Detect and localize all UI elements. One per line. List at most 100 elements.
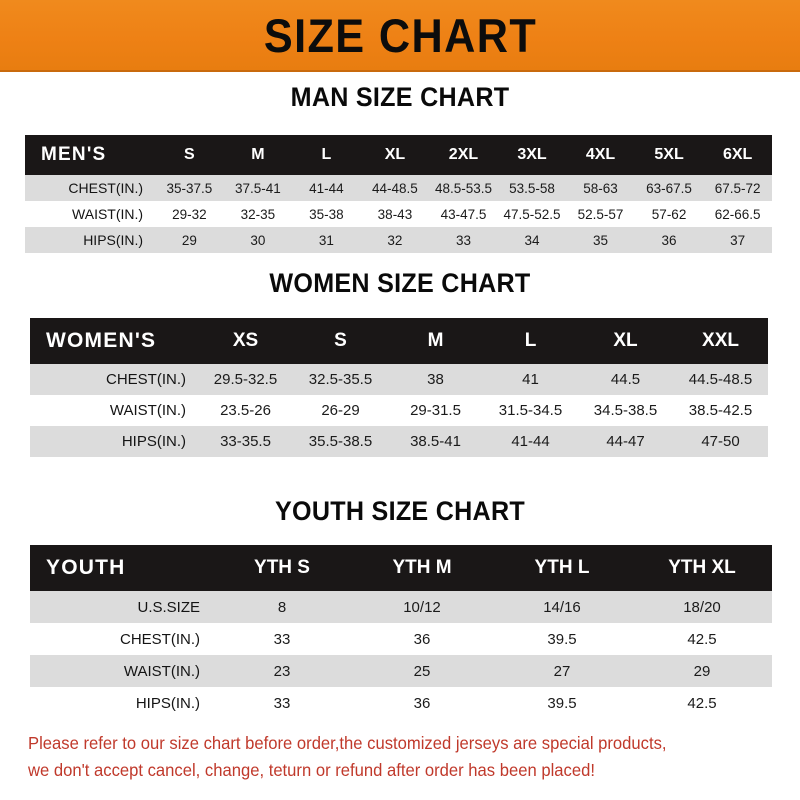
man-col-header-3xl: 3XL xyxy=(497,135,567,175)
cell: 38.5-42.5 xyxy=(673,395,768,426)
cell: 57-62 xyxy=(634,201,704,227)
cell: 35.5-38.5 xyxy=(293,426,388,457)
cell: 47-50 xyxy=(673,426,768,457)
table-row: WAIST(IN.) 29-32 32-35 35-38 38-43 43-47… xyxy=(25,201,772,227)
cell: 41 xyxy=(483,364,578,395)
youth-col-header-l: YTH L xyxy=(492,545,632,591)
cell: 14/16 xyxy=(492,591,632,623)
cell: 42.5 xyxy=(632,623,772,655)
youth-row-label-header: YOUTH xyxy=(30,545,212,591)
banner-title: SIZE CHART xyxy=(263,8,537,62)
youth-size-table-wrap: YOUTH YTH S YTH M YTH L YTH XL U.S.SIZE … xyxy=(30,545,772,719)
cell: 39.5 xyxy=(492,623,632,655)
cell: 43-47.5 xyxy=(429,201,498,227)
man-col-header-l: L xyxy=(292,135,361,175)
man-section-title: MAN SIZE CHART xyxy=(290,82,510,112)
man-col-header-m: M xyxy=(223,135,293,175)
cell: 33 xyxy=(212,623,352,655)
women-row-label-chest: CHEST(IN.) xyxy=(30,364,198,395)
women-col-header-xl: XL xyxy=(578,318,673,364)
man-col-header-4xl: 4XL xyxy=(566,135,635,175)
cell: 44.5-48.5 xyxy=(673,364,768,395)
cell: 33-35.5 xyxy=(198,426,293,457)
cell: 39.5 xyxy=(492,687,632,719)
cell: 35 xyxy=(566,227,635,253)
cell: 44-48.5 xyxy=(360,175,430,201)
cell: 29-31.5 xyxy=(388,395,483,426)
women-col-header-l: L xyxy=(483,318,578,364)
cell: 23.5-26 xyxy=(198,395,293,426)
youth-col-header-xl: YTH XL xyxy=(632,545,772,591)
cell: 63-67.5 xyxy=(634,175,704,201)
man-col-header-s: S xyxy=(155,135,224,175)
youth-table-body: U.S.SIZE 8 10/12 14/16 18/20 CHEST(IN.) … xyxy=(30,591,772,719)
youth-col-header-s: YTH S xyxy=(212,545,352,591)
cell: 31 xyxy=(292,227,361,253)
cell: 44-47 xyxy=(578,426,673,457)
cell: 38 xyxy=(388,364,483,395)
women-size-table: WOMEN'S XS S M L XL XXL CHEST(IN.) 29.5-… xyxy=(30,318,768,457)
women-table-head: WOMEN'S XS S M L XL XXL xyxy=(30,318,768,364)
women-size-table-wrap: WOMEN'S XS S M L XL XXL CHEST(IN.) 29.5-… xyxy=(30,318,768,457)
women-header-row: WOMEN'S XS S M L XL XXL xyxy=(30,318,768,364)
women-row-label-hips: HIPS(IN.) xyxy=(30,426,198,457)
man-row-label-waist: WAIST(IN.) xyxy=(25,201,156,227)
man-col-header-6xl: 6XL xyxy=(703,135,772,175)
cell: 34 xyxy=(497,227,567,253)
youth-row-label-hips: HIPS(IN.) xyxy=(30,687,212,719)
youth-col-header-m: YTH M xyxy=(352,545,492,591)
table-row: CHEST(IN.) 35-37.5 37.5-41 41-44 44-48.5… xyxy=(25,175,772,201)
cell: 36 xyxy=(634,227,704,253)
cell: 41-44 xyxy=(292,175,361,201)
youth-row-label-chest: CHEST(IN.) xyxy=(30,623,212,655)
disclaimer-line-1: Please refer to our size chart before or… xyxy=(28,733,667,753)
man-row-label-chest: CHEST(IN.) xyxy=(25,175,156,201)
women-col-header-xs: XS xyxy=(198,318,293,364)
man-table-head: MEN'S S M L XL 2XL 3XL 4XL 5XL 6XL xyxy=(25,135,772,175)
cell: 23 xyxy=(212,655,352,687)
cell: 52.5-57 xyxy=(566,201,635,227)
man-row-label-hips: HIPS(IN.) xyxy=(25,227,156,253)
women-section-title: WOMEN SIZE CHART xyxy=(269,268,531,298)
cell: 58-63 xyxy=(566,175,635,201)
cell: 25 xyxy=(352,655,492,687)
cell: 29.5-32.5 xyxy=(198,364,293,395)
cell: 31.5-34.5 xyxy=(483,395,578,426)
youth-size-table: YOUTH YTH S YTH M YTH L YTH XL U.S.SIZE … xyxy=(30,545,772,719)
women-row-label-waist: WAIST(IN.) xyxy=(30,395,198,426)
cell: 35-38 xyxy=(292,201,361,227)
women-col-header-m: M xyxy=(388,318,483,364)
table-row: WAIST(IN.) 23 25 27 29 xyxy=(30,655,772,687)
man-table-body: CHEST(IN.) 35-37.5 37.5-41 41-44 44-48.5… xyxy=(25,175,772,253)
banner: SIZE CHART xyxy=(0,0,800,72)
cell: 29 xyxy=(155,227,224,253)
youth-table-head: YOUTH YTH S YTH M YTH L YTH XL xyxy=(30,545,772,591)
cell: 34.5-38.5 xyxy=(578,395,673,426)
table-row: HIPS(IN.) 29 30 31 32 33 34 35 36 37 xyxy=(25,227,772,253)
man-row-label-header: MEN'S xyxy=(25,135,156,175)
disclaimer-line-2: we don't accept cancel, change, teturn o… xyxy=(28,760,595,780)
cell: 26-29 xyxy=(293,395,388,426)
cell: 32-35 xyxy=(223,201,293,227)
cell: 27 xyxy=(492,655,632,687)
cell: 41-44 xyxy=(483,426,578,457)
women-col-header-xxl: XXL xyxy=(673,318,768,364)
man-size-table-wrap: MEN'S S M L XL 2XL 3XL 4XL 5XL 6XL CHEST… xyxy=(25,135,772,253)
cell: 32 xyxy=(360,227,430,253)
cell: 37 xyxy=(703,227,772,253)
women-col-header-s: S xyxy=(293,318,388,364)
cell: 37.5-41 xyxy=(223,175,293,201)
cell: 8 xyxy=(212,591,352,623)
cell: 48.5-53.5 xyxy=(429,175,498,201)
disclaimer: Please refer to our size chart before or… xyxy=(28,730,742,784)
cell: 38-43 xyxy=(360,201,430,227)
cell: 36 xyxy=(352,623,492,655)
cell: 36 xyxy=(352,687,492,719)
cell: 18/20 xyxy=(632,591,772,623)
man-col-header-xl: XL xyxy=(360,135,430,175)
man-header-row: MEN'S S M L XL 2XL 3XL 4XL 5XL 6XL xyxy=(25,135,772,175)
cell: 33 xyxy=(429,227,498,253)
man-col-header-2xl: 2XL xyxy=(429,135,498,175)
youth-header-row: YOUTH YTH S YTH M YTH L YTH XL xyxy=(30,545,772,591)
table-row: CHEST(IN.) 29.5-32.5 32.5-35.5 38 41 44.… xyxy=(30,364,768,395)
